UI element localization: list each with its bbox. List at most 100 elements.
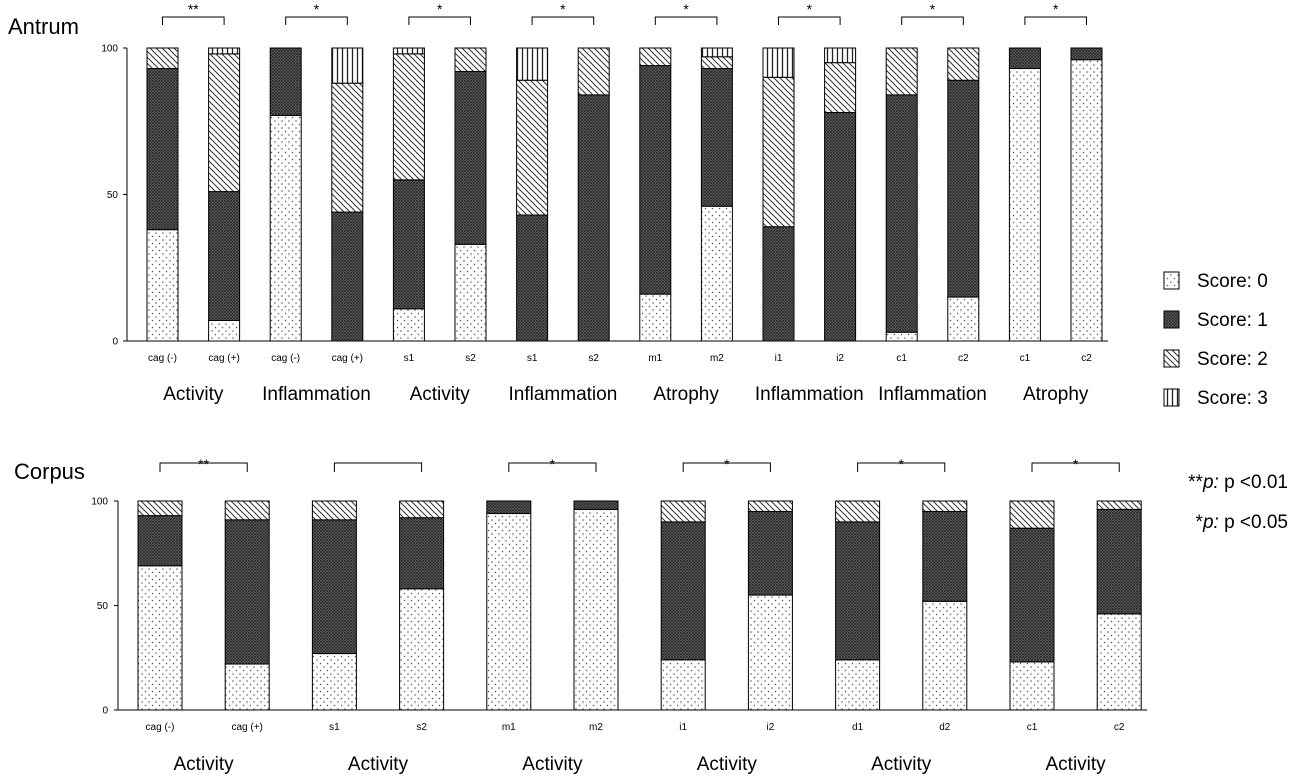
corpus-group-label: Activity: [697, 754, 758, 775]
corpus-category-label: m1: [502, 722, 516, 733]
corpus-significance-stars: *: [1073, 456, 1079, 472]
antrum-bar-13-score-1: [885, 94, 918, 333]
antrum-category-label: s1: [404, 353, 415, 364]
corpus-category-label: c1: [1027, 722, 1038, 733]
corpus-group-label: Activity: [871, 754, 932, 775]
antrum-significance-bracket: [778, 16, 841, 25]
corpus-bar-3-score-0: [311, 653, 357, 711]
antrum-bar-4-score-1: [331, 211, 364, 342]
antrum-y-tick-label: 50: [107, 190, 119, 201]
antrum-bar-7-score-1: [516, 214, 549, 342]
corpus-y-tick-label: 100: [91, 497, 108, 508]
antrum-bar-13-score-0: [885, 331, 918, 342]
antrum-significance-bracket: [531, 16, 595, 25]
corpus-significance-bracket: [682, 462, 771, 472]
corpus-bar-8-score-0: [747, 594, 793, 711]
corpus-category-label: s1: [329, 722, 340, 733]
corpus-y-tick-label: 50: [97, 601, 109, 612]
note-p005: *p: p <0.05: [1196, 512, 1288, 533]
antrum-significance-stars: *: [1053, 1, 1059, 17]
corpus-bar-3-score-2: [311, 500, 357, 521]
antrum-bar-6-score-1: [454, 70, 487, 245]
significance-notes: **p: p <0.01 *p: p <0.05: [1188, 472, 1288, 533]
antrum-bar-7-score-2: [516, 79, 549, 216]
note-p001-p: p:: [1202, 472, 1219, 493]
antrum-significance-stars: *: [930, 1, 936, 17]
antrum-bar-10-score-1: [700, 68, 733, 207]
antrum-bar-12-score-3: [824, 47, 857, 64]
corpus-bar-10-score-1: [922, 510, 968, 602]
corpus-bar-6-score-0: [573, 508, 619, 711]
antrum-bar-11-score-1: [762, 226, 795, 342]
corpus-bar-11-score-0: [1009, 661, 1055, 711]
antrum-bar-16-score-0: [1070, 59, 1103, 342]
antrum-bar-14-score-0: [947, 296, 980, 342]
antrum-bar-3-score-1: [269, 47, 302, 116]
antrum-bar-16-score-1: [1070, 47, 1103, 61]
antrum-significance-bracket: [654, 16, 718, 25]
antrum-bar-15-score-0: [1008, 68, 1041, 342]
corpus-significance-bracket: [857, 462, 946, 472]
legend-swatch-score-3: [1163, 388, 1180, 407]
antrum-significance-stars: *: [683, 1, 689, 17]
antrum-bar-5-score-0: [392, 308, 425, 342]
corpus-bar-12-score-0: [1096, 613, 1142, 711]
antrum-bar-5-score-1: [392, 179, 425, 310]
antrum-bar-11-score-3: [762, 47, 795, 78]
corpus-title: Corpus: [14, 459, 85, 484]
legend-label-score-3: Score: 3: [1197, 388, 1268, 409]
antrum-category-label: s2: [588, 353, 599, 364]
antrum-group-label: Atrophy: [653, 384, 719, 405]
corpus-category-label: d2: [939, 722, 951, 733]
antrum-bar-4-score-2: [331, 82, 364, 213]
corpus-group-label: Activity: [1046, 754, 1107, 775]
note-p005-p: p:: [1202, 512, 1219, 533]
note-p005-text: p <0.05: [1219, 512, 1288, 533]
corpus-bar-11-score-2: [1009, 500, 1055, 529]
antrum-category-label: m2: [710, 353, 724, 364]
corpus-category-label: i2: [767, 722, 775, 733]
corpus-group-label: Activity: [348, 754, 409, 775]
antrum-group-label: Activity: [163, 384, 224, 405]
antrum-bar-6-score-2: [454, 47, 487, 72]
corpus-bar-5-score-0: [486, 513, 532, 711]
corpus-bar-8-score-2: [747, 500, 793, 512]
corpus-significance-bracket: [333, 462, 423, 472]
corpus-bar-7-score-1: [660, 521, 706, 661]
legend-label-score-1: Score: 1: [1197, 310, 1268, 331]
antrum-significance-bracket: [1024, 16, 1087, 25]
antrum-bar-3-score-0: [269, 114, 302, 342]
antrum-title: Antrum: [8, 14, 79, 39]
antrum-category-label: c2: [1081, 353, 1092, 364]
antrum-bar-12-score-2: [824, 62, 857, 113]
corpus-bar-1-score-1: [137, 515, 183, 567]
antrum-bar-14-score-1: [947, 79, 980, 298]
note-p005-stars: *: [1196, 512, 1204, 533]
corpus-bar-9-score-1: [835, 521, 881, 661]
antrum-bar-2-score-1: [208, 191, 241, 321]
corpus-bar-2-score-2: [224, 500, 270, 521]
corpus-bar-5-score-1: [486, 500, 532, 515]
antrum-category-label: i1: [775, 353, 783, 364]
legend-label-score-0: Score: 0: [1197, 271, 1268, 292]
antrum-significance-stars: *: [437, 1, 443, 17]
antrum-group-label: Inflammation: [878, 384, 987, 405]
note-p001-text: p <0.01: [1219, 472, 1288, 493]
antrum-bar-7-score-3: [516, 47, 549, 81]
corpus-category-label: cag (+): [231, 722, 262, 733]
antrum-category-label: cag (-): [271, 353, 300, 364]
corpus-category-label: c2: [1114, 722, 1125, 733]
corpus-group-label: Activity: [174, 754, 235, 775]
antrum-significance-bracket: [285, 16, 348, 25]
antrum-group-label: Activity: [410, 384, 471, 405]
corpus-category-label: m2: [589, 722, 603, 733]
corpus-bar-12-score-2: [1096, 500, 1142, 510]
corpus-bar-10-score-2: [922, 500, 968, 512]
corpus-plot: 0 50 100 cag (-) cag (+) s1 s2 m1 m2 i1 i2 d1 d2 c1 c2…: [91, 456, 1148, 775]
antrum-significance-bracket: [408, 16, 471, 25]
corpus-bar-12-score-1: [1096, 508, 1142, 615]
antrum-bar-10-score-0: [700, 205, 733, 342]
legend-swatch-score-0: [1163, 271, 1180, 290]
antrum-group-label: Inflammation: [509, 384, 618, 405]
